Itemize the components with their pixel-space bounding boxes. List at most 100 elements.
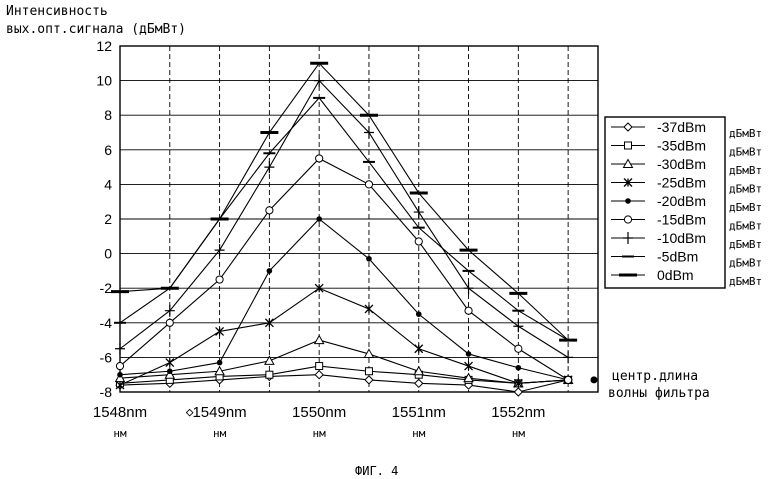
x-tick-label: 1549nm bbox=[192, 404, 246, 421]
series-5 bbox=[115, 154, 573, 384]
axis-labels: Интенсивность вых.опт.сигнала (дБмВт) це… bbox=[6, 4, 710, 478]
marker-square bbox=[364, 367, 373, 376]
marker-x bbox=[115, 380, 125, 390]
endpoint-dot bbox=[590, 376, 598, 384]
legend-label: 0dBm bbox=[657, 267, 694, 283]
marker-diamond bbox=[314, 369, 324, 380]
legend-label: -35dBm bbox=[657, 138, 706, 154]
marker-square bbox=[315, 362, 324, 371]
legend-unit: дБмВт bbox=[729, 146, 762, 159]
figure-caption: ФИГ. 4 bbox=[355, 464, 398, 478]
marker-plus bbox=[463, 282, 474, 295]
series-4 bbox=[117, 216, 571, 383]
y-tick-label: 2 bbox=[104, 211, 112, 227]
series-line bbox=[119, 339, 569, 384]
marker-square bbox=[624, 141, 632, 150]
axes: -8 -6 -4 -2 0 2 4 6 8 10 12 1548nm нм 1549nm нм 1550nm н… bbox=[93, 38, 599, 440]
legend-unit: дБмВт bbox=[729, 220, 762, 233]
legend-label: -30dBm bbox=[657, 156, 706, 172]
legend-label: -25dBm bbox=[657, 175, 706, 191]
marker-diamond bbox=[623, 122, 633, 132]
y-tick-label: 12 bbox=[96, 38, 112, 54]
grid bbox=[119, 45, 598, 393]
x-tick-label: 1552nm bbox=[491, 404, 545, 421]
series-line bbox=[119, 365, 569, 384]
series-1 bbox=[116, 362, 573, 388]
x-tick-unit: нм bbox=[512, 427, 526, 440]
y-tick-label: -6 bbox=[100, 349, 113, 365]
marker-circle bbox=[514, 344, 523, 353]
marker-dot bbox=[166, 368, 173, 375]
marker-dot bbox=[515, 364, 522, 371]
y-tick-label: 4 bbox=[104, 176, 112, 192]
plot-frame bbox=[119, 45, 599, 393]
marker-x bbox=[215, 326, 225, 336]
marker-x bbox=[414, 344, 424, 354]
legend-label: -37dBm bbox=[657, 119, 706, 135]
marker-circle bbox=[265, 206, 274, 215]
series-line bbox=[119, 157, 569, 381]
y-tick-label: -4 bbox=[100, 315, 113, 331]
legend-label: -15dBm bbox=[657, 212, 706, 228]
legend-unit: дБмВт bbox=[729, 201, 762, 214]
marker-circle bbox=[315, 154, 324, 163]
marker-dot bbox=[266, 268, 273, 274]
x-tick-unit: нм bbox=[113, 427, 127, 440]
marker-plus bbox=[115, 342, 125, 355]
marker-x bbox=[623, 178, 633, 187]
legend-label: -10dBm bbox=[657, 230, 706, 246]
x-tick-unit: нм bbox=[313, 427, 327, 440]
legend-unit: дБмВт bbox=[729, 238, 762, 251]
marker-plus bbox=[513, 320, 524, 333]
marker-circle bbox=[364, 180, 374, 189]
marker-dot bbox=[415, 311, 422, 317]
marker-plus bbox=[413, 206, 424, 219]
legend-unit: дБмВт bbox=[729, 275, 762, 288]
marker-dot bbox=[117, 371, 123, 378]
marker-triangle bbox=[264, 355, 275, 365]
marker-dot bbox=[216, 359, 223, 366]
diamond-icon: ◇ bbox=[186, 405, 194, 420]
marker-plus bbox=[363, 126, 374, 139]
marker-triangle bbox=[413, 365, 425, 376]
marker-circle bbox=[414, 237, 423, 246]
marker-diamond bbox=[513, 387, 524, 397]
marker-triangle bbox=[463, 372, 474, 383]
marker-x bbox=[165, 358, 175, 368]
marker-plus bbox=[214, 244, 225, 257]
marker-triangle bbox=[363, 348, 375, 358]
legend: -37dBm дБмВт -35dBm дБмВт -30dBm дБмВт -25dBm д… bbox=[604, 116, 762, 289]
legend-unit: дБмВт bbox=[729, 183, 762, 196]
x-tick-label: 1548nm bbox=[93, 404, 147, 421]
marker-circle bbox=[564, 375, 573, 384]
marker-dot bbox=[316, 216, 322, 222]
y-tick-label: 8 bbox=[104, 107, 112, 123]
y-tick-label: 6 bbox=[104, 142, 112, 158]
marker-plus bbox=[623, 232, 633, 244]
marker-circle bbox=[623, 215, 633, 224]
marker-triangle bbox=[313, 334, 325, 345]
marker-circle bbox=[165, 318, 174, 327]
marker-dot bbox=[465, 351, 472, 357]
legend-unit: дБмВт bbox=[729, 257, 762, 270]
series-line bbox=[119, 79, 569, 358]
x-tick-unit: нм bbox=[213, 427, 227, 440]
legend-unit: дБмВт bbox=[729, 164, 762, 177]
series-6 bbox=[115, 74, 574, 364]
y-axis-title-line2: вых.опт.сигнала (дБмВт) bbox=[6, 22, 186, 37]
marker-diamond bbox=[364, 375, 374, 385]
marker-dot bbox=[625, 198, 631, 204]
legend-label: -5dBm bbox=[657, 249, 698, 265]
marker-diamond bbox=[414, 378, 424, 389]
legend-unit: дБмВт bbox=[729, 127, 762, 140]
series-line bbox=[119, 287, 569, 386]
marker-x bbox=[364, 304, 374, 314]
y-tick-label: -2 bbox=[100, 280, 113, 296]
series-group bbox=[111, 61, 598, 397]
marker-triangle bbox=[214, 365, 225, 376]
y-tick-label: 10 bbox=[96, 73, 112, 89]
marker-circle bbox=[115, 361, 125, 371]
marker-x bbox=[513, 378, 523, 388]
x-annotation-line2: волны фильтра bbox=[608, 386, 710, 401]
x-tick-label: 1551nm bbox=[392, 404, 446, 421]
